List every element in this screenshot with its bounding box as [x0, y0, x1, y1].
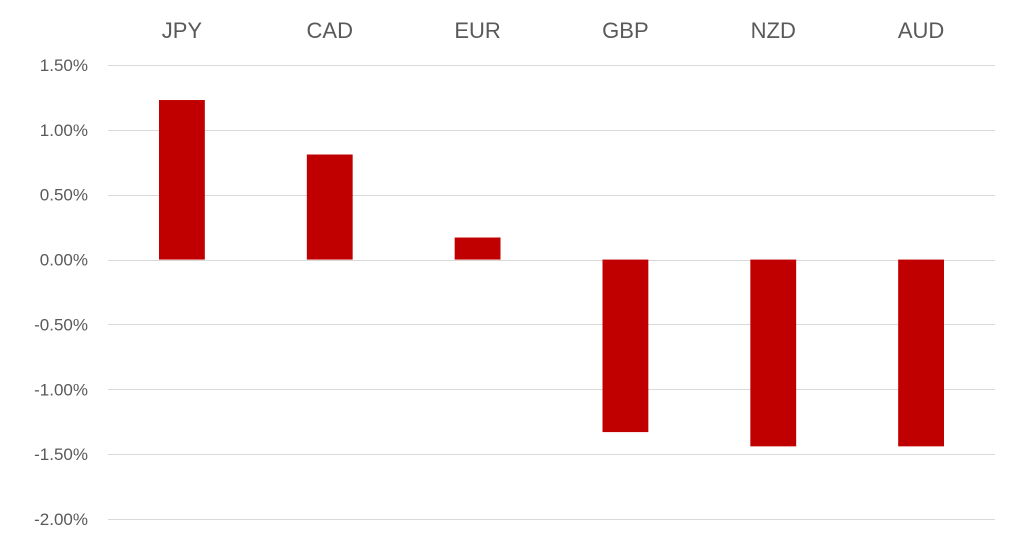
bar-jpy [159, 100, 205, 260]
bar-eur [454, 237, 501, 260]
y-tick-label: 1.00% [40, 121, 88, 140]
y-tick-label: -0.50% [34, 315, 88, 334]
category-labels: JPY CAD EUR GBP NZD AUD [162, 18, 945, 43]
y-axis-tick-labels: 1.50% 1.00% 0.50% 0.00% -0.50% -1.00% -1.50% -2… [34, 56, 88, 529]
category-label-cad: CAD [307, 18, 353, 43]
grid-layer [108, 65, 995, 520]
category-label-aud: AUD [898, 18, 944, 43]
bar-gbp [602, 259, 649, 433]
y-tick-label: -1.00% [34, 380, 88, 399]
bar-aud [898, 259, 944, 447]
y-tick-label: -2.00% [34, 510, 88, 529]
y-tick-label: 0.50% [40, 186, 88, 205]
category-label-nzd: NZD [751, 18, 796, 43]
bars [159, 100, 944, 447]
category-label-gbp: GBP [602, 18, 648, 43]
y-tick-label: -1.50% [34, 445, 88, 464]
bar-cad [306, 154, 353, 260]
category-label-jpy: JPY [162, 18, 203, 43]
y-tick-label: 0.00% [40, 251, 88, 270]
y-tick-label: 1.50% [40, 56, 88, 75]
category-label-eur: EUR [454, 18, 500, 43]
bar-nzd [750, 259, 797, 447]
